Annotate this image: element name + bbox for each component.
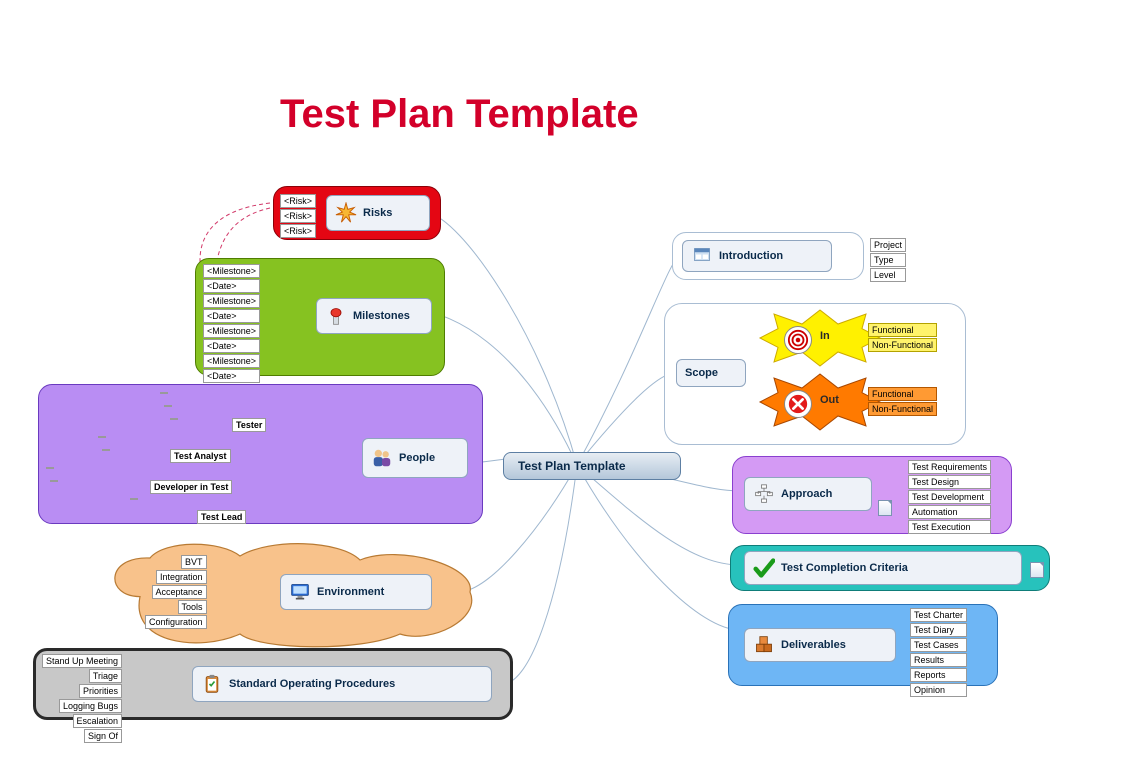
detail-item: Reports (910, 668, 967, 682)
detail-item: <Risk> (280, 209, 316, 223)
detail-item: <Milestone> (203, 294, 260, 308)
introduction-inner: Introduction (682, 240, 832, 272)
detail-item: Test Cases (910, 638, 967, 652)
node-label: Scope (685, 367, 718, 379)
people-role (50, 480, 58, 482)
detail-item: Test Requirements (908, 460, 991, 474)
detail-list: FunctionalNon-Functional (868, 323, 937, 352)
detail-item: Configuration (145, 615, 207, 629)
people-role: Tester (232, 418, 266, 432)
target-icon (784, 326, 812, 354)
scope-out-label: Out (820, 394, 839, 406)
detail-list: <Risk><Risk><Risk> (280, 194, 316, 238)
diagram-title: Test Plan Template (280, 92, 639, 137)
detail-item: <Milestone> (203, 264, 260, 278)
detail-item: Sign Of (84, 729, 122, 743)
people-role (98, 436, 106, 438)
deliverables-inner: Deliverables (744, 628, 896, 662)
center-node: Test Plan Template (503, 452, 681, 480)
people-role: Test Analyst (170, 449, 231, 463)
people-role (46, 467, 54, 469)
detail-item: <Date> (203, 279, 260, 293)
node-label: Deliverables (781, 639, 846, 651)
detail-item: Automation (908, 505, 991, 519)
clipboard-icon (201, 673, 223, 695)
people-role (164, 405, 172, 407)
doc-icon (691, 245, 713, 267)
detail-item: Project (870, 238, 906, 252)
node-label: Standard Operating Procedures (229, 678, 395, 690)
detail-item: Test Diary (910, 623, 967, 637)
detail-item: Opinion (910, 683, 967, 697)
detail-item: Acceptance (152, 585, 207, 599)
detail-list: Stand Up MeetingTriagePrioritiesLogging … (42, 654, 122, 743)
detail-item: Non-Functional (868, 402, 937, 416)
people-role: Test Lead (197, 510, 246, 524)
node-label: Risks (363, 207, 392, 219)
people-role (170, 418, 178, 420)
mindmap-canvas: { "title": {"text":"Test Plan Template",… (0, 0, 1121, 780)
detail-list: FunctionalNon-Functional (868, 387, 937, 416)
detail-item: Functional (868, 323, 937, 337)
monitor-icon (289, 581, 311, 603)
detail-item: Test Development (908, 490, 991, 504)
detail-item: <Risk> (280, 194, 316, 208)
detail-item: BVT (181, 555, 207, 569)
people-inner: People (362, 438, 468, 478)
detail-list: ProjectTypeLevel (870, 238, 906, 282)
check-icon (753, 557, 775, 579)
flow-icon (753, 483, 775, 505)
detail-item: Logging Bugs (59, 699, 122, 713)
node-label: People (399, 452, 435, 464)
milestone-icon (325, 305, 347, 327)
people-role: Developer in Test (150, 480, 232, 494)
detail-list: BVTIntegrationAcceptanceToolsConfigurati… (145, 555, 207, 629)
sop-inner: Standard Operating Procedures (192, 666, 492, 702)
detail-item: Tools (178, 600, 207, 614)
people-role (102, 449, 110, 451)
node-label: Test Completion Criteria (781, 562, 908, 574)
detail-item: Stand Up Meeting (42, 654, 122, 668)
detail-item: Results (910, 653, 967, 667)
detail-item: Type (870, 253, 906, 267)
x-icon (784, 390, 812, 418)
scope-inner: Scope (676, 359, 746, 387)
detail-item: <Milestone> (203, 324, 260, 338)
approach-inner: Approach (744, 477, 872, 511)
detail-item: Priorities (79, 684, 122, 698)
node-label: Milestones (353, 310, 410, 322)
detail-item: <Milestone> (203, 354, 260, 368)
people-role (160, 392, 168, 394)
detail-item: Test Design (908, 475, 991, 489)
node-label: Introduction (719, 250, 783, 262)
detail-item: <Date> (203, 339, 260, 353)
people-role (130, 498, 138, 500)
risks-inner: Risks (326, 195, 430, 231)
detail-item: <Date> (203, 309, 260, 323)
detail-item: Integration (156, 570, 207, 584)
detail-item: Level (870, 268, 906, 282)
scope-in-label: In (820, 330, 830, 342)
detail-item: Test Execution (908, 520, 991, 534)
environment-inner: Environment (280, 574, 432, 610)
detail-item: Escalation (73, 714, 123, 728)
completion-inner: Test Completion Criteria (744, 551, 1022, 585)
detail-item: Non-Functional (868, 338, 937, 352)
note-icon (878, 500, 892, 516)
people-icon (371, 447, 393, 469)
detail-item: <Date> (203, 369, 260, 383)
note-icon (1030, 562, 1044, 578)
node-label: Environment (317, 586, 384, 598)
milestones-inner: Milestones (316, 298, 432, 334)
explosion-icon (335, 202, 357, 224)
boxes-icon (753, 634, 775, 656)
detail-item: Functional (868, 387, 937, 401)
detail-item: Triage (89, 669, 122, 683)
node-label: Approach (781, 488, 832, 500)
detail-list: <Milestone><Date><Milestone><Date><Miles… (203, 264, 260, 383)
detail-item: <Risk> (280, 224, 316, 238)
detail-list: Test CharterTest DiaryTest CasesResultsR… (910, 608, 967, 697)
detail-item: Test Charter (910, 608, 967, 622)
detail-list: Test RequirementsTest DesignTest Develop… (908, 460, 991, 534)
